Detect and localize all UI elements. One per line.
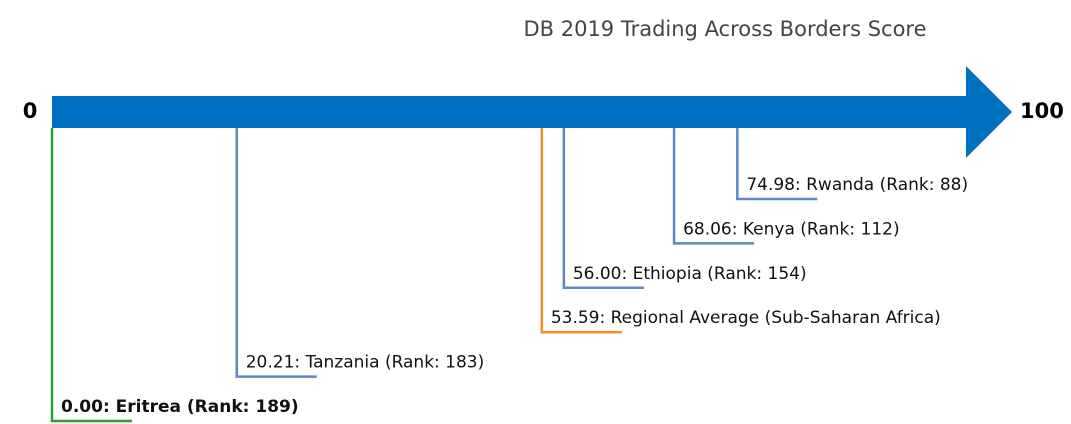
- x-tick-label: 0: [23, 99, 38, 123]
- leader-line: [562, 128, 644, 290]
- axis-arrowhead: [966, 66, 1012, 158]
- leader-line: [50, 128, 132, 423]
- leader-line: [736, 128, 818, 201]
- x-tick-label: 100: [1020, 99, 1064, 123]
- leader-line: [540, 128, 622, 334]
- data-label: 53.59: Regional Average (Sub-Saharan Afr…: [551, 308, 941, 328]
- data-label: 20.21: Tanzania (Rank: 183): [246, 353, 485, 373]
- data-label: 56.00: Ethiopia (Rank: 154): [573, 264, 807, 284]
- axis-shaft: [52, 96, 966, 128]
- leader-line: [235, 128, 317, 378]
- data-label: 68.06: Kenya (Rank: 112): [683, 219, 900, 239]
- data-label: 0.00: Eritrea (Rank: 189): [61, 397, 299, 417]
- data-label: 74.98: Rwanda (Rank: 88): [746, 175, 968, 195]
- leader-line: [672, 128, 755, 245]
- chart-title: DB 2019 Trading Across Borders Score: [523, 17, 926, 41]
